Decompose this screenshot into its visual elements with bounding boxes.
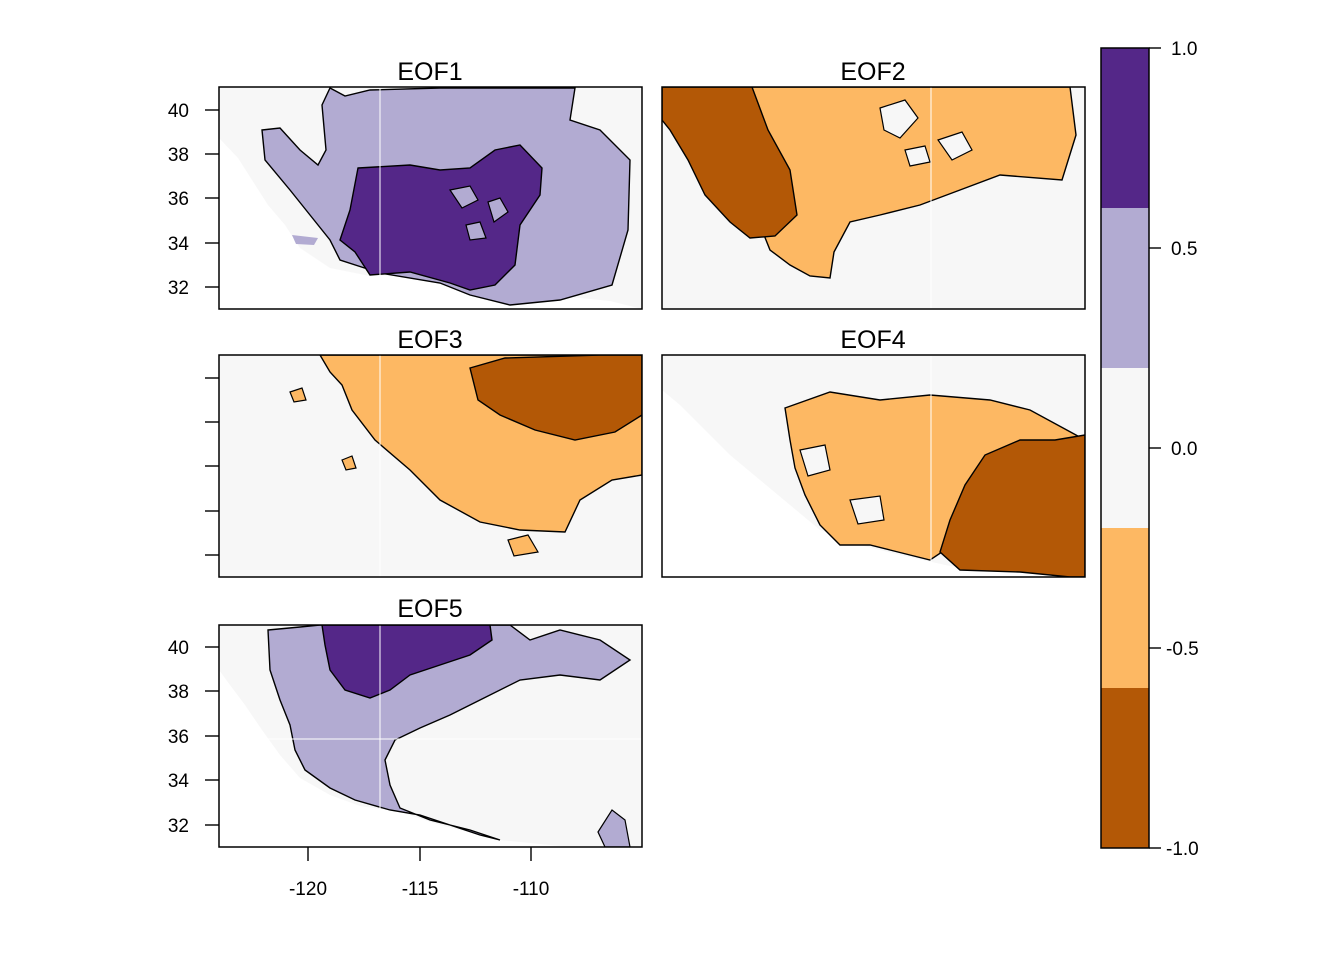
- region-eof-neg0.6-neg1.0: [939, 434, 1085, 577]
- tick-label: 32: [168, 278, 189, 299]
- tick-label: -110: [513, 879, 550, 900]
- region-eof-0.6-1.0: [339, 144, 543, 291]
- tick-label: 38: [168, 145, 189, 166]
- colorbar-tick-label: 1.0: [1171, 39, 1197, 60]
- tick-label: 34: [168, 234, 190, 255]
- region-eof-neg0.6-neg1.0: [662, 87, 798, 239]
- region-eof-neg0.2-neg0.6: [739, 87, 1077, 279]
- colorbar-tick-label: -1.0: [1166, 839, 1199, 860]
- colorbar-swatch: [1101, 688, 1149, 848]
- tick-label: -120: [289, 879, 327, 900]
- colorbar-tick-label: 0.0: [1171, 439, 1197, 460]
- y-axis-middle: [205, 377, 219, 556]
- tick-label: 38: [168, 682, 189, 703]
- colorbar-tick-label: 0.5: [1171, 239, 1197, 260]
- map-panel-eof1: EOF1: [218, 58, 643, 310]
- panel-title: EOF3: [397, 326, 462, 354]
- map-panel-eof4: EOF4: [661, 326, 1086, 578]
- panel-title: EOF2: [840, 58, 905, 86]
- x-axis-labels: -120 -115 -110: [289, 879, 549, 900]
- coast-fragment: [292, 235, 318, 245]
- y-axis-bottom-labels: 40 38 36 34 32: [168, 638, 190, 837]
- colorbar-swatch: [1101, 368, 1149, 528]
- region-eof-neg0.6-neg1.0: [469, 355, 642, 441]
- y-axis-top-labels: 40 38 36 34 32: [168, 101, 190, 299]
- inner-hole: [799, 444, 885, 525]
- tick-label: 40: [168, 638, 189, 659]
- map-panel-eof3: EOF3: [218, 326, 643, 578]
- y-axis-bottom: [205, 646, 219, 826]
- tick-label: 40: [168, 101, 189, 122]
- colorbar-tick-label: -0.5: [1166, 639, 1199, 660]
- panel-title: EOF5: [397, 595, 462, 623]
- isolated-region: [597, 809, 631, 847]
- colorbar-swatch: [1101, 208, 1149, 368]
- map-panel-eof5: EOF5: [218, 595, 643, 848]
- tick-label: 36: [168, 727, 189, 748]
- tick-label: -115: [402, 879, 439, 900]
- y-axis-top: [205, 109, 219, 288]
- panel-title: EOF1: [397, 58, 462, 86]
- tick-label: 32: [168, 816, 189, 837]
- tick-label: 34: [168, 771, 190, 792]
- x-axis: [307, 847, 532, 861]
- inner-hole: [449, 185, 509, 241]
- map-panel-eof2: EOF2: [661, 58, 1086, 310]
- colorbar-swatch: [1101, 48, 1149, 208]
- inner-hole: [879, 99, 973, 167]
- tick-label: 36: [168, 189, 189, 210]
- region-eof-0.6-1.0: [321, 625, 493, 699]
- panel-title: EOF4: [840, 326, 905, 354]
- colorbar-swatch: [1101, 528, 1149, 688]
- colorbar-legend: 1.0 0.5 0.0 -0.5 -1.0: [1100, 39, 1199, 860]
- isolated-region: [289, 387, 539, 557]
